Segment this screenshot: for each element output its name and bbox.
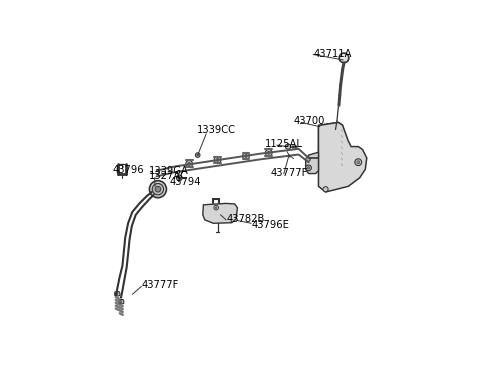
Circle shape (267, 151, 270, 154)
Circle shape (197, 154, 199, 156)
Circle shape (341, 55, 344, 58)
Circle shape (339, 53, 349, 63)
Polygon shape (119, 299, 124, 304)
Circle shape (323, 187, 328, 192)
Circle shape (214, 206, 218, 210)
Text: 43796E: 43796E (251, 220, 289, 230)
Circle shape (307, 167, 310, 169)
Text: 43794: 43794 (170, 176, 201, 186)
Circle shape (307, 156, 310, 159)
Circle shape (245, 155, 247, 157)
Circle shape (357, 161, 360, 163)
Circle shape (265, 149, 272, 156)
Polygon shape (115, 292, 120, 296)
Circle shape (216, 207, 217, 208)
Circle shape (155, 186, 161, 192)
Circle shape (178, 177, 180, 179)
Circle shape (355, 159, 361, 166)
Text: 43782B: 43782B (226, 214, 264, 224)
Text: 1339GA: 1339GA (149, 166, 189, 176)
Text: 1125AL: 1125AL (265, 139, 303, 149)
Circle shape (149, 181, 167, 198)
Text: 43777F: 43777F (142, 280, 179, 290)
Polygon shape (318, 123, 343, 168)
Text: 43700: 43700 (294, 116, 325, 126)
Text: 1327AC: 1327AC (149, 171, 188, 181)
Circle shape (186, 161, 192, 167)
Circle shape (214, 156, 221, 163)
Circle shape (322, 140, 332, 150)
Text: 1339CC: 1339CC (197, 125, 236, 135)
Text: 43796: 43796 (112, 165, 144, 175)
Polygon shape (203, 203, 238, 223)
Polygon shape (306, 152, 318, 173)
Circle shape (188, 162, 191, 165)
Text: 43777F: 43777F (271, 168, 308, 178)
Circle shape (306, 165, 312, 171)
Circle shape (324, 142, 330, 148)
Circle shape (115, 293, 118, 295)
Circle shape (306, 157, 310, 162)
Circle shape (242, 152, 250, 159)
Circle shape (152, 183, 164, 195)
Polygon shape (321, 126, 340, 165)
Circle shape (195, 153, 200, 157)
Circle shape (176, 175, 182, 181)
Circle shape (119, 301, 121, 303)
Polygon shape (286, 144, 290, 149)
Circle shape (216, 159, 219, 161)
Polygon shape (318, 123, 367, 192)
Text: 43711A: 43711A (313, 49, 352, 59)
Bar (331, 137, 339, 146)
